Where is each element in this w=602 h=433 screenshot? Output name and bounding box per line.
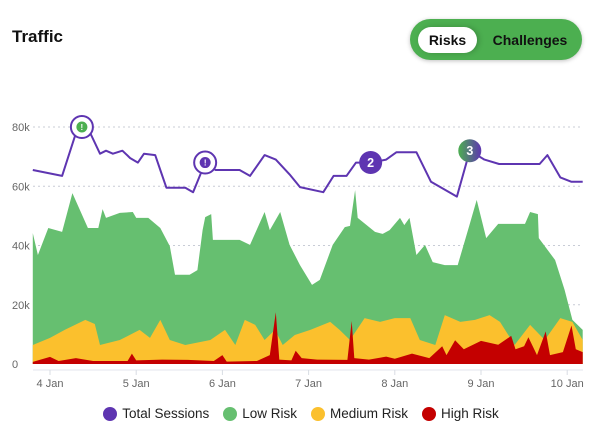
- x-tick-label: 10 Jan: [551, 378, 584, 390]
- legend-low-risk[interactable]: Low Risk: [223, 406, 297, 421]
- y-tick-label: 60k: [12, 181, 30, 193]
- x-tick-label: 4 Jan: [37, 378, 64, 390]
- legend-medium-risk[interactable]: Medium Risk: [311, 406, 408, 421]
- toggle-risks[interactable]: Risks: [418, 27, 477, 53]
- alert-icon: [199, 157, 211, 169]
- count-badge: [359, 151, 383, 175]
- x-tick-label: 8 Jan: [381, 378, 408, 390]
- legend-dot: [311, 406, 326, 421]
- y-tick-label: 80k: [12, 122, 30, 134]
- annotation-marker-gradient-count[interactable]: 3: [458, 139, 482, 163]
- x-tick-label: 5 Jan: [123, 378, 150, 390]
- y-tick-label: 20k: [12, 300, 30, 312]
- legend-dot: [103, 406, 118, 421]
- y-tick-label: 0: [12, 359, 18, 371]
- legend-label: Medium Risk: [330, 406, 409, 421]
- annotation-marker-purple-count[interactable]: 2: [359, 151, 383, 175]
- page-title: Traffic: [12, 27, 64, 46]
- annotation-marker-purple-alert[interactable]: !: [193, 150, 218, 175]
- legend-dot: [422, 406, 437, 421]
- chart-legend: Total Sessions Low Risk Medium Risk High…: [0, 406, 602, 421]
- legend-total-sessions[interactable]: Total Sessions: [103, 406, 209, 421]
- legend-dot: [223, 406, 238, 421]
- x-tick-label: 6 Jan: [209, 378, 236, 390]
- alert-icon-glyph: !: [204, 159, 207, 168]
- toggle-challenges[interactable]: Challenges: [492, 32, 568, 48]
- legend-label: Total Sessions: [122, 406, 210, 421]
- alert-icon: [76, 121, 88, 133]
- risks-challenges-toggle[interactable]: Risks Challenges: [410, 19, 582, 60]
- count-badge-label: 3: [466, 144, 473, 158]
- x-tick-label: 9 Jan: [468, 378, 495, 390]
- count-badge: [458, 139, 482, 163]
- legend-label: Low Risk: [242, 406, 298, 421]
- count-badge-label: 2: [367, 156, 374, 170]
- area-medium-risk: [32, 315, 583, 364]
- area-high-risk: [32, 312, 583, 364]
- legend-label: High Risk: [441, 406, 499, 421]
- alert-icon-glyph: !: [81, 123, 84, 132]
- y-tick-label: 40k: [12, 241, 30, 253]
- annotation-marker-green-alert[interactable]: !: [69, 115, 94, 139]
- x-tick-label: 7 Jan: [295, 378, 322, 390]
- legend-high-risk[interactable]: High Risk: [422, 406, 499, 421]
- line-total-sessions: [32, 126, 583, 198]
